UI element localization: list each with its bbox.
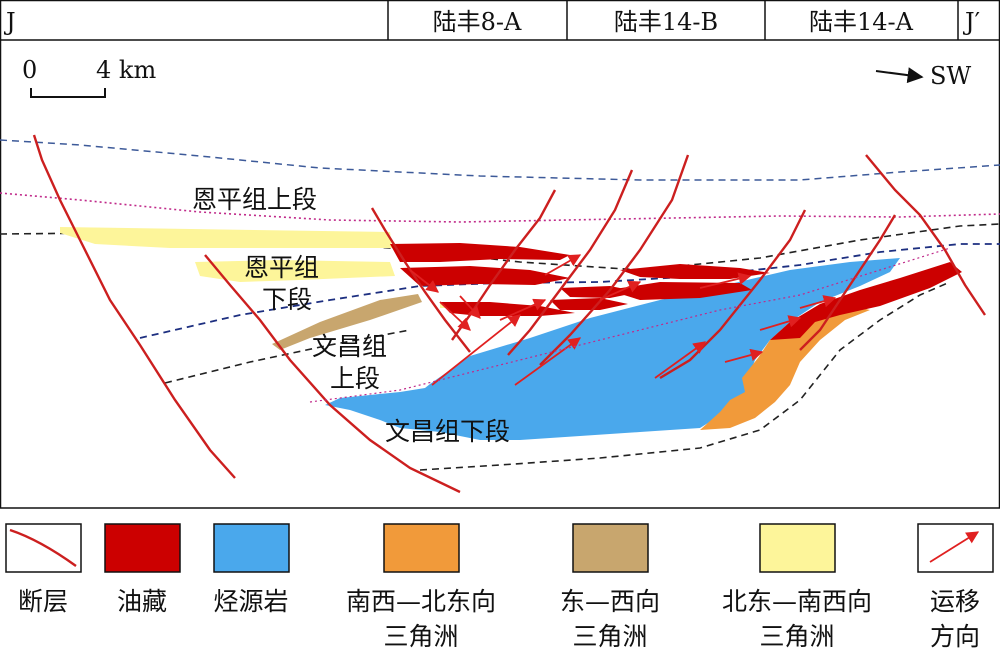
faults [32,134,986,494]
oil-reservoir-5 [608,282,752,300]
migration-arrow [544,254,582,276]
legend-item-oil: 油藏 [104,523,181,616]
migration-arrow [654,341,707,379]
unit-label-enping-lower-2: 下段 [262,285,312,314]
legend-item-sw-ne-delta: 南西—北东向 三角洲 [346,523,496,651]
enping-lower-base [139,243,1000,339]
yellow-delta-lower [195,260,395,282]
unit-label-wenchang-upper-2: 上段 [330,364,380,393]
unit-label-enping-lower-1: 恩平组 [244,253,319,282]
legend-label: 烃源岩 [213,587,288,616]
well-label-1: 陆丰8-A [433,8,522,36]
fault-6 [539,154,690,366]
well-label-3: 陆丰14-A [809,8,914,36]
fault-8 [799,214,897,351]
header-bar: J 陆丰8-A 陆丰14-B 陆丰14-A J′ [0,0,1000,42]
legend-item-source: 烃源岩 [213,523,290,616]
fault-7 [659,209,807,380]
direction-indicator: SW [875,62,971,90]
well-label-2: 陆丰14-B [614,8,718,36]
fault-9 [865,154,986,316]
oil-reservoir-8 [770,262,962,340]
section-end-label: J′ [962,8,980,36]
fault-1 [32,134,236,479]
migration-arrows [409,254,837,386]
scale-zero-label: 0 [22,56,37,84]
oil-reservoir-7 [550,298,628,310]
legend-swatch [759,523,836,573]
legend-label-line2: 三角洲 [759,622,834,651]
migration-arrow [439,301,471,331]
direction-label: SW [930,62,971,90]
migration-arrow [409,269,439,293]
migration-arrow [799,295,837,309]
oil-reservoir-2 [400,266,570,286]
scale-bar: 0 4 km [22,56,156,98]
migration-arrow [599,280,642,301]
legend-item-ew-delta: 东—西向 三角洲 [560,523,660,651]
legend-label-line2: 方向 [930,622,980,651]
enping-top-dotted [0,192,1000,223]
brown-delta [272,294,422,350]
legend-swatch [104,523,181,573]
legend-item-ne-sw-delta: 北东—南西向 三角洲 [722,523,872,651]
yellow-delta-upper [60,227,392,248]
legend-label: 南西—北东向 [346,587,496,616]
legend-swatch [572,523,649,573]
section-start-label: J [3,8,16,36]
legend-label: 断层 [18,587,68,616]
legend-label: 北东—南西向 [722,587,872,616]
migration-arrow [724,348,764,363]
legend-item-fault: 断层 [5,523,82,616]
migration-arrow [499,298,547,321]
legend-label: 运移 [930,587,980,616]
unit-label-enping-upper: 恩平组上段 [192,185,317,214]
legend-label-line2: 三角洲 [572,622,647,651]
migration-arrow [514,337,582,386]
fault-2 [204,254,461,494]
migration-arrow [699,272,752,289]
fault-5 [507,169,634,356]
legend-label-line2: 三角洲 [383,622,458,651]
top-boundary-dashed [0,139,1000,181]
migration-arrow [431,314,521,386]
wenchang-upper-base [164,329,411,384]
source-rock [325,258,900,440]
legend-item-migration: 运移 方向 [917,523,994,651]
legend: 断层 油藏 烃源岩 南西—北东向 三角洲 东—西向 三角洲 北东—南西向 三角洲 [5,523,994,651]
migration-arrow [459,295,481,319]
legend-swatch [383,523,460,573]
oil-reservoir-3 [620,264,770,279]
legend-swatch [213,523,290,573]
oil-reservoir-1 [390,243,570,262]
legend-label: 东—西向 [560,587,660,616]
legend-label: 油藏 [117,587,167,616]
fault-3 [370,207,471,353]
migration-arrow [759,315,802,331]
orange-delta [700,305,870,430]
unit-label-wenchang-lower: 文昌组下段 [385,417,510,446]
unit-label-wenchang-upper-1: 文昌组 [312,332,387,361]
basin-floor-dashed [419,281,951,471]
scale-distance-label: 4 km [96,56,156,84]
